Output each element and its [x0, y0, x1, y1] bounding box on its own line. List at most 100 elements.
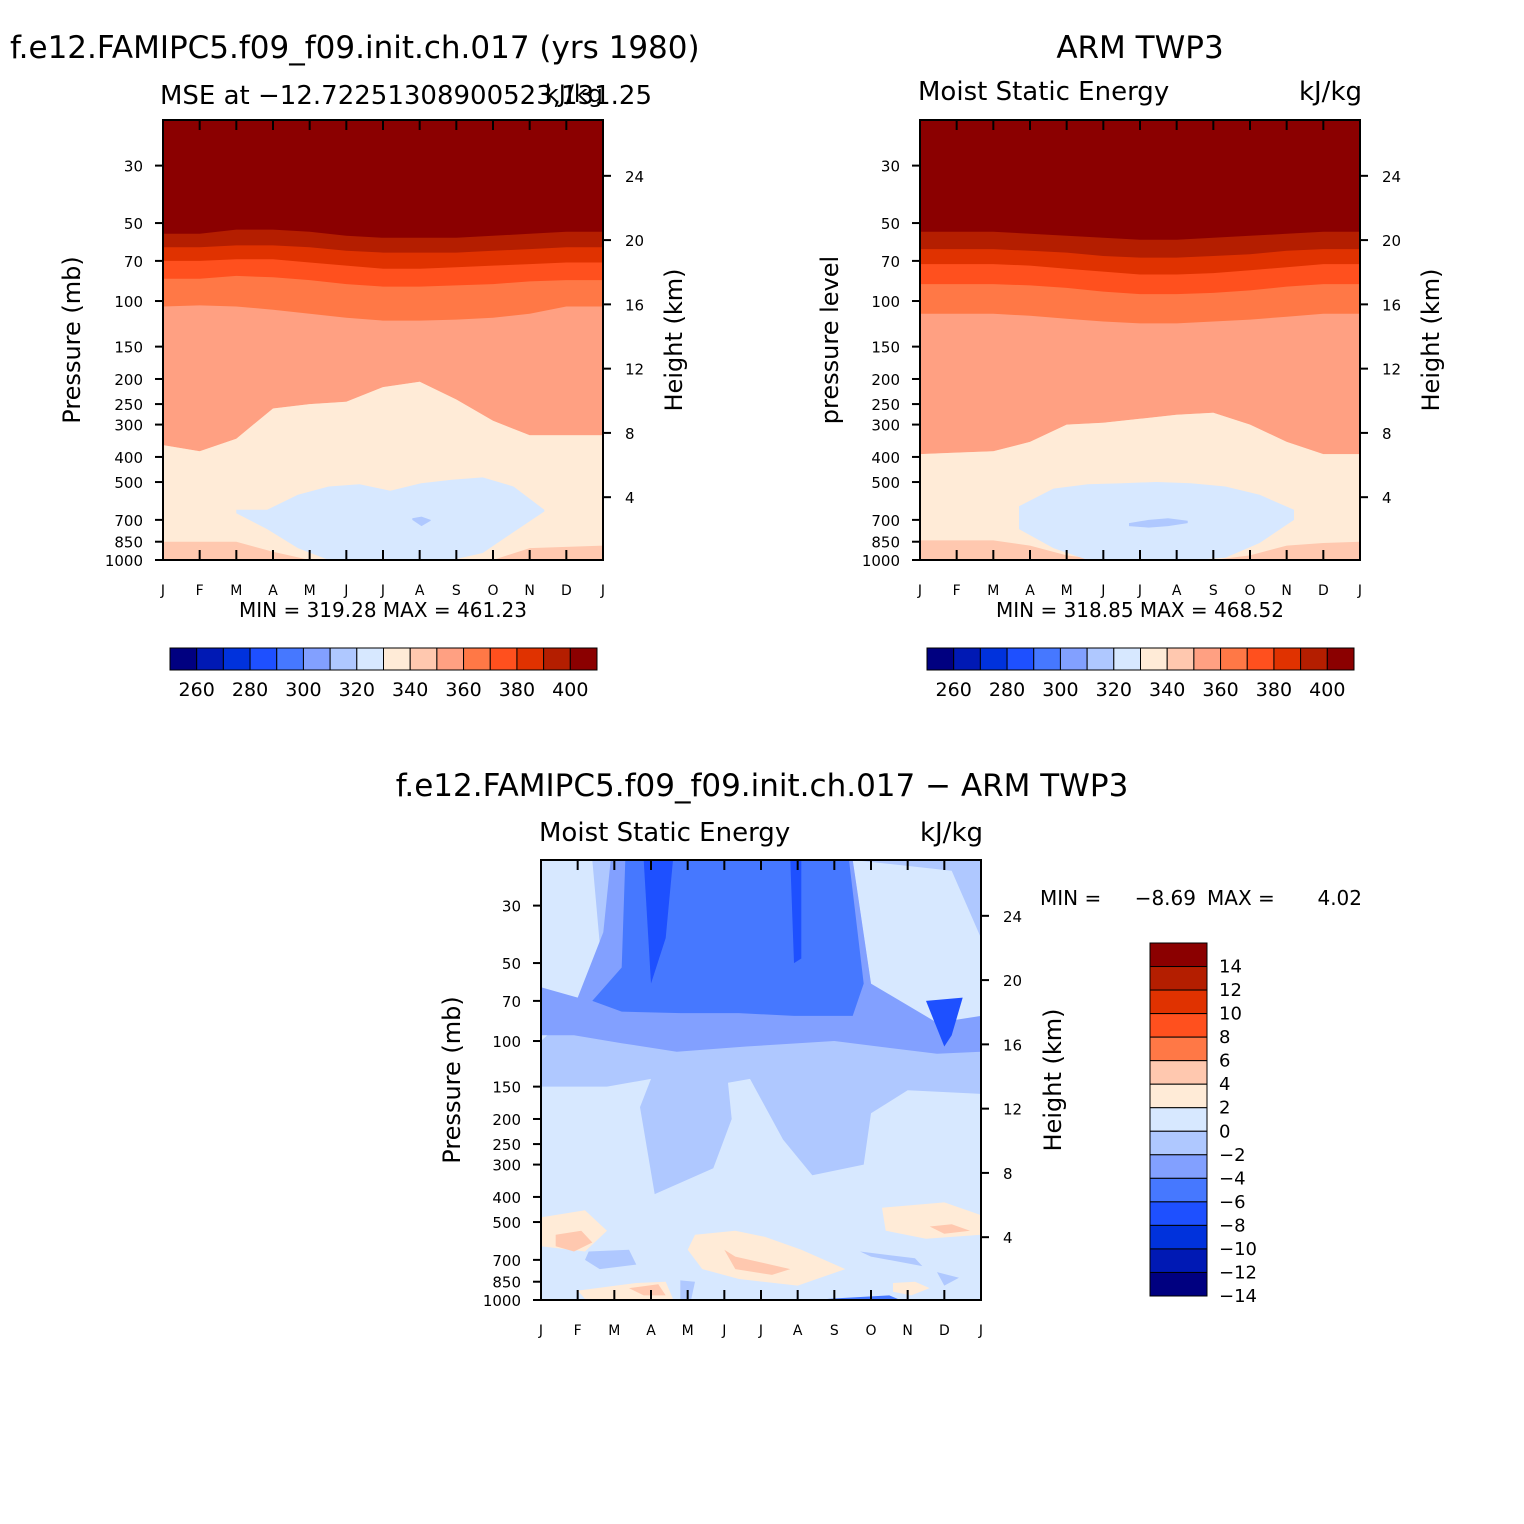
- colorbar-label: −6: [1219, 1192, 1246, 1213]
- colorbar-box: [463, 647, 491, 671]
- colorbar-label: 320: [1096, 679, 1132, 701]
- x-tick-label: J: [721, 1323, 726, 1339]
- colorbar-box: [979, 647, 1008, 671]
- colorbar-box: [1113, 647, 1141, 671]
- panel-a-y2label: Height (km): [660, 269, 688, 412]
- colorbar-label: 14: [1219, 957, 1242, 978]
- colorbar-label: 400: [552, 679, 588, 701]
- y-tick-label: 50: [124, 215, 143, 233]
- colorbar-label: 340: [392, 679, 428, 701]
- colorbar-box: [1149, 1154, 1208, 1179]
- panel-b-stats: MIN = 318.85 MAX = 468.52: [996, 598, 1284, 622]
- colorbar-box: [169, 647, 198, 671]
- colorbar-label: 380: [499, 679, 535, 701]
- diff-min-label: MIN =: [1040, 886, 1101, 910]
- x-tick-label: J: [758, 1323, 763, 1339]
- fill-band: [860, 1251, 923, 1267]
- panel-b-title: ARM TWP3: [1056, 30, 1223, 66]
- y-tick-label: 400: [871, 449, 900, 467]
- x-tick-label: M: [304, 583, 316, 599]
- colorbar-label: −4: [1219, 1168, 1246, 1189]
- y2-tick-label: 16: [1003, 1036, 1022, 1054]
- colorbar-box: [383, 647, 411, 671]
- colorbar-box: [1149, 1201, 1208, 1226]
- y-tick-label: 850: [871, 534, 900, 552]
- colorbar-label: 8: [1219, 1027, 1230, 1048]
- y2-tick-label: 8: [1382, 425, 1392, 443]
- x-tick-label: F: [953, 583, 961, 599]
- x-tick-label: D: [939, 1323, 950, 1339]
- colorbar-box: [1149, 1036, 1208, 1062]
- colorbar-label: 280: [989, 679, 1025, 701]
- y2-tick-label: 24: [1003, 908, 1022, 926]
- colorbar-label: 260: [179, 679, 215, 701]
- colorbar-box: [1273, 647, 1302, 671]
- x-tick-label: F: [196, 583, 204, 599]
- panel-a-title: f.e12.FAMIPC5.f09_f09.init.ch.017 (yrs 1…: [10, 30, 700, 66]
- colorbar-label: 320: [339, 679, 375, 701]
- colorbar-box: [1149, 1177, 1208, 1203]
- colorbar-box: [1193, 647, 1222, 671]
- y2-tick-label: 16: [625, 296, 644, 314]
- diff-ylabel: Pressure (mb): [438, 996, 466, 1163]
- colorbar-box: [1149, 1013, 1208, 1038]
- y-tick-label: 400: [492, 1189, 521, 1207]
- x-tick-label: J: [1100, 583, 1105, 599]
- y2-tick-label: 20: [1003, 972, 1022, 990]
- colorbar-box: [516, 647, 545, 671]
- x-tick-label: A: [646, 1323, 656, 1339]
- colorbar-box: [1149, 1271, 1208, 1297]
- panel-a-ylabel: Pressure (mb): [58, 256, 86, 423]
- colorbar-label: 360: [1202, 679, 1238, 701]
- y2-tick-label: 4: [1003, 1229, 1013, 1247]
- diff-title: f.e12.FAMIPC5.f09_f09.init.ch.017 − ARM …: [396, 768, 1129, 804]
- panel-b-contour-fill: [920, 120, 1360, 560]
- diff-axes: J F M A M J J A S O N D J 30 50 70 100 150 200 250 300 400 500…: [483, 860, 1022, 1339]
- colorbar-label: 4: [1219, 1074, 1230, 1095]
- colorbar-label: 280: [232, 679, 268, 701]
- colorbar-box: [1149, 1224, 1208, 1250]
- y-tick-label: 200: [871, 371, 900, 389]
- colorbar-box: [356, 647, 384, 671]
- y-tick-label: 70: [502, 993, 521, 1011]
- panel-b-ylabel: pressure level: [816, 256, 844, 424]
- y-tick-label: 850: [492, 1274, 521, 1292]
- fill-band: [412, 516, 431, 527]
- colorbar-box: [1149, 1130, 1208, 1156]
- colorbar-box: [569, 647, 598, 671]
- colorbar-box: [1149, 1083, 1208, 1109]
- y-tick-label: 100: [492, 1033, 521, 1051]
- y2-tick-label: 12: [1382, 361, 1401, 379]
- y2-tick-label: 4: [1382, 489, 1392, 507]
- colorbar-label: −12: [1219, 1262, 1257, 1283]
- diff-max-label: MAX =: [1207, 886, 1275, 910]
- colorbar-box: [1166, 647, 1195, 671]
- fill-band: [643, 860, 673, 984]
- diff-contour-fill: [541, 860, 981, 1300]
- y2-tick-label: 12: [625, 361, 644, 379]
- y-tick-label: 30: [881, 158, 900, 176]
- panel-b-colorbar: 260 280 300 320 340 360 380 400: [926, 647, 1355, 701]
- colorbar-box: [1006, 647, 1035, 671]
- colorbar-box: [1033, 647, 1061, 671]
- colorbar-label: 400: [1309, 679, 1345, 701]
- colorbar-box: [543, 647, 571, 671]
- y-tick-label: 250: [871, 396, 900, 414]
- y-tick-label: 200: [114, 371, 143, 389]
- fill-band: [687, 1230, 846, 1286]
- x-tick-label: O: [1244, 583, 1255, 599]
- y-tick-label: 500: [871, 474, 900, 492]
- colorbar-box: [1140, 647, 1168, 671]
- x-tick-label: M: [1061, 583, 1073, 599]
- panel-b-right-string: kJ/kg: [1299, 77, 1362, 107]
- x-tick-label: D: [561, 583, 572, 599]
- y-tick-label: 50: [881, 215, 900, 233]
- x-tick-label: A: [415, 583, 425, 599]
- fill-band: [827, 1295, 901, 1300]
- x-tick-label: J: [978, 1323, 983, 1339]
- y-tick-label: 150: [114, 339, 143, 357]
- colorbar-box: [1149, 989, 1208, 1015]
- x-tick-label: J: [160, 583, 165, 599]
- colorbar-label: 10: [1219, 1004, 1242, 1025]
- y-tick-label: 700: [492, 1252, 521, 1270]
